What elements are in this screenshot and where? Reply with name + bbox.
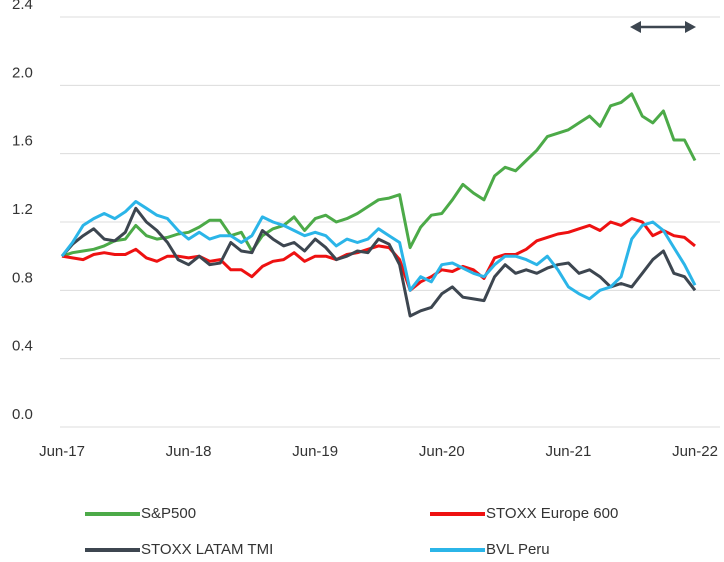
y-tick-label: 2.0 [12, 64, 33, 81]
x-tick-label: Jun-21 [545, 443, 591, 460]
y-tick-label: 1.6 [12, 133, 33, 150]
y-tick-label: 2.4 [12, 0, 33, 13]
y-tick-label: 0.8 [12, 269, 33, 286]
legend-label: BVL Peru [486, 541, 550, 558]
x-tick-label: Jun-19 [292, 443, 338, 460]
legend-label: STOXX LATAM TMI [141, 541, 273, 558]
x-tick-label: Jun-22 [672, 443, 718, 460]
y-tick-label: 0.0 [12, 406, 33, 423]
legend-label: S&P500 [141, 505, 196, 522]
y-tick-label: 0.4 [12, 338, 33, 355]
series-line [60, 206, 697, 318]
series-line [61, 217, 696, 292]
y-tick-label: 1.2 [12, 201, 33, 218]
x-tick-label: Jun-17 [39, 443, 85, 460]
range-arrow [630, 21, 696, 33]
series-line [61, 92, 697, 258]
x-tick-label: Jun-20 [419, 443, 465, 460]
series-line [60, 200, 697, 301]
x-tick-label: Jun-18 [166, 443, 212, 460]
legend-label: STOXX Europe 600 [486, 505, 618, 522]
